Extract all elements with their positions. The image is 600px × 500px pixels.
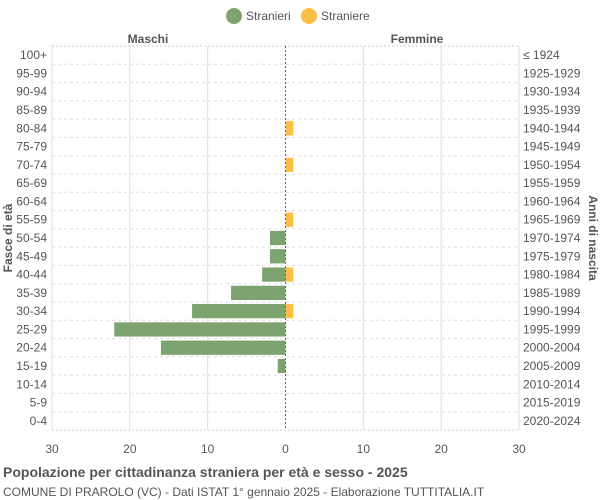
birth-year-tick-label: 1940-1944 bbox=[523, 121, 581, 135]
birth-year-tick-label: 1965-1969 bbox=[523, 213, 581, 227]
age-tick-label: 75-79 bbox=[16, 140, 47, 154]
bar-male bbox=[269, 249, 286, 264]
age-tick-label: 40-44 bbox=[16, 268, 47, 282]
age-tick-label: 20-24 bbox=[16, 341, 47, 355]
birth-year-tick-label: 2005-2009 bbox=[523, 359, 581, 373]
bar-female bbox=[285, 212, 294, 227]
age-tick-label: 95-99 bbox=[16, 66, 47, 80]
birth-year-tick-label: 1995-1999 bbox=[523, 322, 581, 336]
age-tick-label: 35-39 bbox=[16, 286, 47, 300]
age-tick-label: 5-9 bbox=[30, 396, 48, 410]
bar-female bbox=[285, 304, 294, 319]
legend-marker-stranieri bbox=[226, 8, 242, 24]
left-header: Maschi bbox=[128, 32, 169, 46]
age-tick-label: 25-29 bbox=[16, 322, 47, 336]
birth-year-tick-label: 1925-1929 bbox=[523, 66, 581, 80]
birth-year-tick-label: 2015-2019 bbox=[523, 396, 581, 410]
birth-year-tick-label: 1955-1959 bbox=[523, 176, 581, 190]
legend-marker-straniere bbox=[301, 8, 317, 24]
bar-male bbox=[277, 358, 286, 374]
age-tick-label: 55-59 bbox=[16, 213, 47, 227]
x-tick-label: 30 bbox=[512, 442, 526, 456]
x-tick-label: 30 bbox=[45, 442, 59, 456]
age-tick-label: 65-69 bbox=[16, 176, 47, 190]
age-tick-label: 15-19 bbox=[16, 359, 47, 373]
chart-title: Popolazione per cittadinanza straniera p… bbox=[3, 464, 408, 480]
bar-female bbox=[285, 121, 294, 136]
birth-year-tick-label: 1970-1974 bbox=[523, 231, 581, 245]
age-tick-label: 100+ bbox=[20, 48, 47, 62]
bar-male bbox=[262, 267, 286, 282]
x-tick-label: 10 bbox=[357, 442, 371, 456]
birth-year-tick-label: 1980-1984 bbox=[523, 268, 581, 282]
x-tick-label: 0 bbox=[282, 442, 289, 456]
age-tick-label: 85-89 bbox=[16, 103, 47, 117]
age-tick-label: 30-34 bbox=[16, 304, 47, 318]
x-tick-label: 10 bbox=[201, 442, 215, 456]
birth-year-tick-label: 1935-1939 bbox=[523, 103, 581, 117]
birth-year-tick-label: 1960-1964 bbox=[523, 194, 581, 208]
bar-male bbox=[160, 340, 286, 355]
bar-male bbox=[192, 304, 286, 319]
bar-male bbox=[269, 230, 286, 246]
birth-year-tick-label: 1985-1989 bbox=[523, 286, 581, 300]
age-tick-label: 50-54 bbox=[16, 231, 47, 245]
birth-year-tick-label: 2010-2014 bbox=[523, 377, 581, 391]
bar-female bbox=[285, 157, 294, 172]
chart-subtitle: COMUNE DI PRAROLO (VC) - Dati ISTAT 1° g… bbox=[3, 485, 485, 499]
birth-year-tick-label: ≤ 1924 bbox=[523, 48, 560, 62]
y-axis-title-left: Fasce di età bbox=[1, 203, 15, 272]
birth-year-tick-label: 2000-2004 bbox=[523, 341, 581, 355]
legend-label-straniere: Straniere bbox=[321, 9, 370, 23]
birth-year-tick-label: 2020-2024 bbox=[523, 414, 581, 428]
age-tick-label: 45-49 bbox=[16, 249, 47, 263]
bar-male bbox=[231, 285, 286, 300]
y-axis-title-right: Anni di nascita bbox=[586, 195, 600, 281]
x-tick-label: 20 bbox=[434, 442, 448, 456]
age-tick-label: 70-74 bbox=[16, 158, 47, 172]
x-tick-label: 20 bbox=[123, 442, 137, 456]
birth-year-tick-label: 1945-1949 bbox=[523, 140, 581, 154]
birth-year-tick-label: 1990-1994 bbox=[523, 304, 581, 318]
birth-year-tick-label: 1930-1934 bbox=[523, 85, 581, 99]
age-tick-label: 90-94 bbox=[16, 85, 47, 99]
age-tick-label: 60-64 bbox=[16, 194, 47, 208]
birth-year-tick-label: 1975-1979 bbox=[523, 249, 581, 263]
age-tick-label: 10-14 bbox=[16, 377, 47, 391]
bar-female bbox=[285, 267, 294, 282]
birth-year-tick-label: 1950-1954 bbox=[523, 158, 581, 172]
age-tick-label: 0-4 bbox=[30, 414, 48, 428]
right-header: Femmine bbox=[391, 32, 444, 46]
age-tick-label: 80-84 bbox=[16, 121, 47, 135]
bar-male bbox=[114, 322, 286, 337]
legend-label-stranieri: Stranieri bbox=[246, 9, 291, 23]
